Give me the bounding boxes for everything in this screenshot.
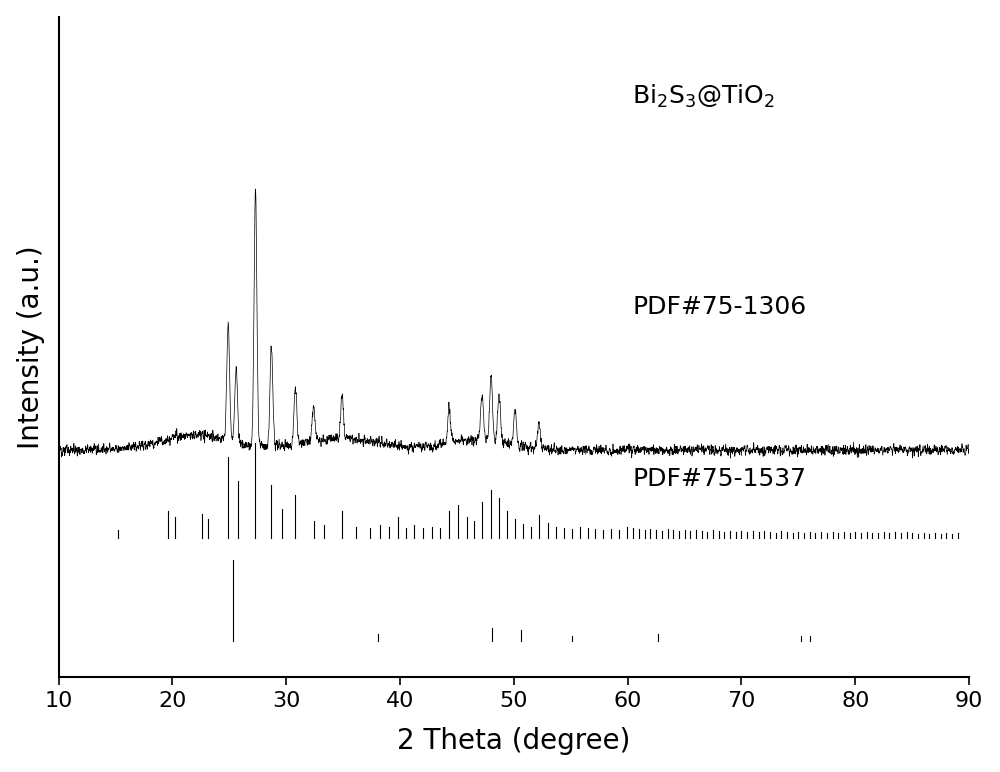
Text: PDF#75-1306: PDF#75-1306 (632, 296, 806, 320)
Y-axis label: Intensity (a.u.): Intensity (a.u.) (17, 245, 45, 449)
X-axis label: 2 Theta (degree): 2 Theta (degree) (397, 727, 631, 755)
Text: Bi$_2$S$_3$@TiO$_2$: Bi$_2$S$_3$@TiO$_2$ (632, 83, 775, 110)
Text: PDF#75-1537: PDF#75-1537 (632, 467, 806, 491)
